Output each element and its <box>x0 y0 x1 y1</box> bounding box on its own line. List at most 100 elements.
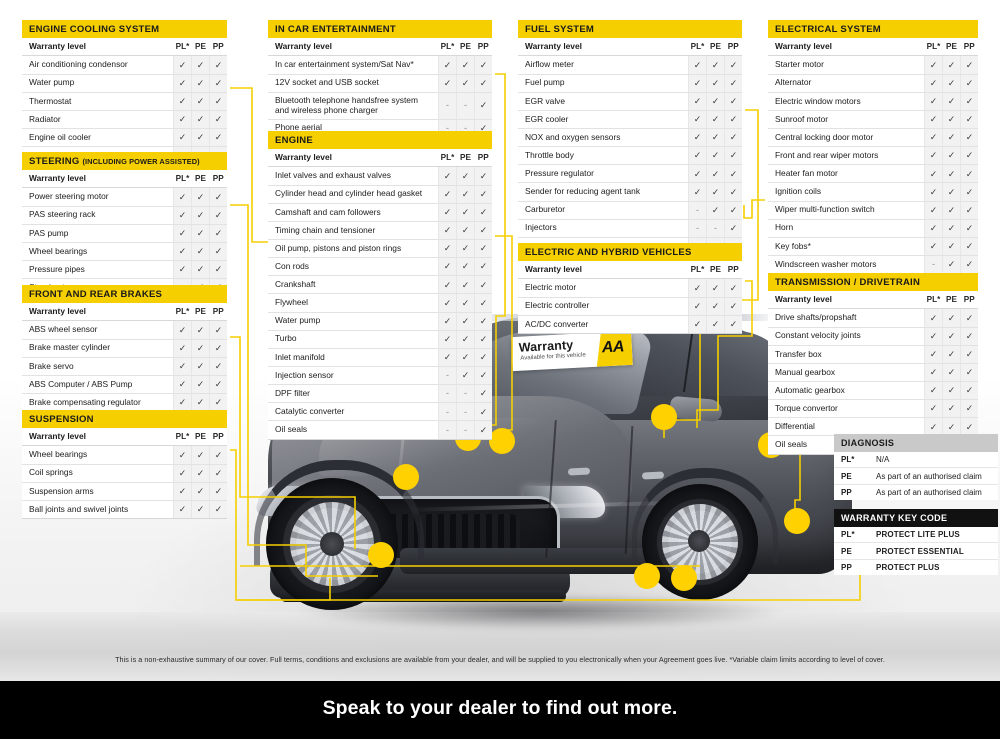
coverage-item-label: Electric controller <box>518 297 689 316</box>
coverage-cell-pe: ✓ <box>456 275 475 295</box>
coverage-item-label: Horn <box>768 219 925 238</box>
coverage-cell-pe: ✓ <box>456 348 475 367</box>
coverage-cell-pl: ✓ <box>438 221 457 240</box>
coverage-cell-pl: ✓ <box>688 315 707 334</box>
coverage-cell-pp: ✓ <box>474 348 492 367</box>
table-row: Timing chain and tensioner ✓ ✓ ✓ <box>268 221 492 240</box>
coverage-cell-pl: ✓ <box>173 320 192 340</box>
check-icon: ✓ <box>479 424 488 435</box>
coverage-item-label: Air conditioning condensor <box>22 55 174 75</box>
check-icon: ✓ <box>929 349 938 359</box>
table-header-row: Warranty level PL* PE PP <box>22 170 227 189</box>
coverage-cell-pl: ✓ <box>688 146 707 166</box>
check-icon: ✓ <box>729 204 738 215</box>
aa-logo-text: AA <box>601 338 625 357</box>
check-icon: ✓ <box>965 168 974 179</box>
coverage-item-label: In car entertainment system/Sat Nav* <box>268 55 439 75</box>
check-icon: ✓ <box>929 312 938 323</box>
dash-icon: - <box>696 222 699 233</box>
coverage-item-label: EGR valve <box>518 92 689 111</box>
coverage-cell-pe: ✓ <box>706 110 725 129</box>
check-icon: ✓ <box>214 191 223 202</box>
check-icon: ✓ <box>214 246 223 257</box>
check-icon: ✓ <box>947 168 956 179</box>
check-icon: ✓ <box>196 486 205 496</box>
check-icon: ✓ <box>729 319 738 329</box>
coverage-cell-pp: ✓ <box>474 55 492 75</box>
coverage-cell-pp: ✓ <box>474 166 492 186</box>
check-icon: ✓ <box>196 397 205 408</box>
check-icon: ✓ <box>479 59 488 70</box>
table-header-row: Warranty level PL* PE PP <box>268 38 492 57</box>
table-caption: SUSPENSION <box>22 410 227 429</box>
hotspot-dot-front-grille <box>368 542 394 568</box>
check-icon: ✓ <box>461 261 470 272</box>
check-icon: ✓ <box>929 367 938 378</box>
coverage-table: Warranty level PL* PE PP Air conditionin… <box>22 38 227 166</box>
table-row: Injectors - - ✓ <box>518 219 742 238</box>
car-door-handle-front <box>567 467 591 476</box>
legend-title: WARRANTY KEY CODE <box>834 509 998 527</box>
table-row: Automatic gearbox ✓ ✓ ✓ <box>768 381 978 401</box>
coverage-cell-pe: ✓ <box>942 92 961 111</box>
check-icon: ✓ <box>965 403 974 414</box>
table-steering: STEERING (INCLUDING POWER ASSISTED) Warr… <box>22 152 227 298</box>
coverage-cell-pp: ✓ <box>724 201 742 220</box>
check-icon: ✓ <box>711 186 720 197</box>
table-row: Alternator ✓ ✓ ✓ <box>768 74 978 93</box>
coverage-cell-pe: ✓ <box>942 308 961 328</box>
table-row: Thermostat ✓ ✓ ✓ <box>22 92 227 111</box>
coverage-cell-pe: ✓ <box>191 242 210 261</box>
col-header-pe: PE <box>191 303 210 322</box>
coverage-cell-pp: ✓ <box>724 182 742 202</box>
coverage-cell-pe: ✓ <box>191 187 210 207</box>
col-header-pp: PP <box>724 261 742 280</box>
check-icon: ✓ <box>178 504 187 515</box>
check-icon: ✓ <box>196 449 205 460</box>
coverage-item-label: Alternator <box>768 74 925 93</box>
check-icon: ✓ <box>693 300 702 311</box>
legend-key: PL* <box>834 527 869 544</box>
coverage-cell-pp: ✓ <box>209 242 227 261</box>
col-header-pe: PE <box>191 170 210 189</box>
coverage-cell-pe: ✓ <box>706 297 725 316</box>
check-icon: ✓ <box>178 486 187 496</box>
table-header-row: Warranty level PL* PE PP <box>518 261 742 280</box>
check-icon: ✓ <box>929 186 938 197</box>
legend-row: PP As part of an authorised claim <box>834 484 998 500</box>
check-icon: ✓ <box>711 168 720 179</box>
check-icon: ✓ <box>693 59 702 70</box>
coverage-item-label: Camshaft and cam followers <box>268 203 439 222</box>
table-row: Heater fan motor ✓ ✓ ✓ <box>768 164 978 184</box>
coverage-cell-pl: ✓ <box>438 312 457 331</box>
check-icon: ✓ <box>214 114 223 125</box>
check-icon: ✓ <box>693 150 702 161</box>
coverage-cell-pe: ✓ <box>942 74 961 93</box>
col-header-pp: PP <box>209 38 227 57</box>
coverage-cell-pp: ✓ <box>474 203 492 222</box>
coverage-cell-pp: ✓ <box>474 402 492 422</box>
check-icon: ✓ <box>929 132 938 143</box>
coverage-item-label: Throttle body <box>518 146 689 166</box>
coverage-item-label: Torque convertor <box>768 399 925 419</box>
legend-description: As part of an authorised claim <box>869 467 998 485</box>
check-icon: ✓ <box>214 324 223 335</box>
car-wheel-front-hub <box>320 532 344 556</box>
coverage-item-label: AC/DC converter <box>518 315 689 334</box>
coverage-item-label: 12V socket and USB socket <box>268 74 439 93</box>
coverage-item-label: Inlet valves and exhaust valves <box>268 166 439 186</box>
check-icon: ✓ <box>947 312 956 323</box>
coverage-cell-pp: ✓ <box>960 92 978 111</box>
coverage-item-label: Turbo <box>268 330 439 349</box>
check-icon: ✓ <box>461 243 470 254</box>
coverage-cell-pe: ✓ <box>706 55 725 75</box>
table-header-row: Warranty level PL* PE PP <box>22 303 227 322</box>
coverage-cell-pp: ✓ <box>960 182 978 202</box>
coverage-cell-pe: ✓ <box>456 293 475 313</box>
table-row: Inlet valves and exhaust valves ✓ ✓ ✓ <box>268 166 492 186</box>
coverage-cell-pl: ✓ <box>173 260 192 280</box>
coverage-item-label: Ignition coils <box>768 182 925 202</box>
coverage-cell-pp: ✓ <box>960 237 978 256</box>
legend-row: PP PROTECT PLUS <box>834 559 998 575</box>
table-row: Sender for reducing agent tank ✓ ✓ ✓ <box>518 182 742 202</box>
